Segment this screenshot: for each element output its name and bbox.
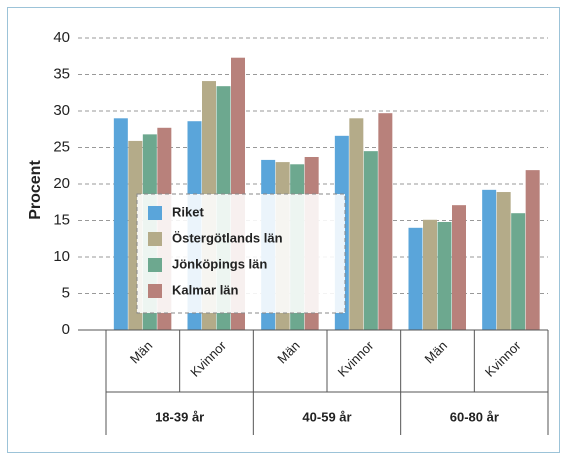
bar [452,205,466,330]
y-tick-label: 25 [53,138,70,155]
bar [378,113,393,330]
y-tick-label: 35 [53,65,70,82]
group-label: 40-59 år [302,409,351,424]
bar [423,219,437,330]
legend-label: Jönköpings län [172,256,267,271]
bar [482,189,497,330]
bar [363,151,378,330]
bar [408,227,423,330]
legend-swatch [148,284,162,298]
legend-box [136,193,346,314]
y-tick-label: 0 [62,321,70,338]
legend-swatch [148,232,162,246]
group-label: 18-39 år [155,409,204,424]
y-tick-label: 30 [53,102,70,119]
bar [525,170,540,330]
group-label: 60-80 år [450,409,499,424]
legend-swatch [148,206,162,220]
bar [437,221,452,330]
bar [349,118,364,330]
legend-swatch [148,258,162,272]
bar [113,118,128,330]
y-tick-label: 10 [53,248,70,265]
y-tick-label: 5 [62,284,70,301]
y-axis-label: Procent [27,160,44,220]
legend: Riket Östergötlands län Jönköpings län Kalm… [136,193,346,314]
y-tick-label: 40 [53,29,70,46]
legend-label: Östergötlands län [172,230,283,245]
bar [511,213,526,330]
y-tick-label: 20 [53,175,70,192]
y-tick-label: 15 [53,211,70,228]
legend-label: Kalmar län [172,282,239,297]
legend-label: Riket [172,204,204,219]
bar [496,192,511,330]
